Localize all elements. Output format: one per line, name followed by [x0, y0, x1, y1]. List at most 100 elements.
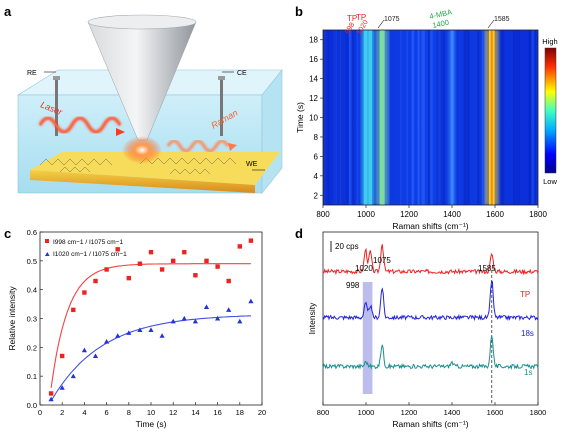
- reference-electrode: [55, 78, 58, 136]
- heatmap-texture: [339, 30, 343, 205]
- x-tick-label: 1400: [443, 210, 461, 219]
- colorbar: [544, 47, 557, 174]
- y-tick-label: 0.3: [27, 315, 37, 324]
- data-point-triangle: [148, 327, 154, 333]
- data-point-triangle: [237, 318, 243, 324]
- heatmap-texture: [440, 30, 443, 205]
- data-point-triangle: [181, 315, 187, 321]
- heatmap-texture: [429, 30, 431, 205]
- heatmap-texture: [477, 30, 480, 205]
- heatmap-texture: [468, 30, 470, 205]
- heatmap-band: [450, 30, 454, 205]
- heatmap-band: [363, 30, 368, 205]
- heatmap-texture: [513, 30, 516, 205]
- y-tick-label: 0.4: [27, 286, 37, 295]
- data-point-square: [137, 261, 143, 266]
- y-tick-label: 14: [309, 75, 318, 84]
- heatmap-texture: [324, 30, 328, 205]
- heatmap-texture: [501, 30, 505, 205]
- panel-d-letter: d: [295, 226, 303, 241]
- panel-a: a RE CE WE Laser: [4, 4, 283, 194]
- panel-a-letter: a: [4, 4, 12, 19]
- y-axis-label: Time (s): [295, 102, 305, 133]
- heatmap-texture: [481, 30, 484, 205]
- heatmap-texture: [417, 30, 420, 205]
- highlight-band: [362, 282, 373, 394]
- data-point-triangle: [215, 315, 221, 321]
- x-tick-label: 1600: [487, 408, 504, 417]
- heatmap-texture: [436, 30, 439, 205]
- heatmap-texture: [340, 30, 342, 205]
- heatmap-texture: [411, 30, 413, 205]
- heatmap-texture: [528, 30, 531, 205]
- data-point-square: [115, 247, 120, 252]
- panel-c-letter: c: [4, 226, 11, 241]
- x-tick-label: 12: [169, 408, 177, 417]
- x-tick-label: 18: [236, 408, 244, 417]
- heatmap-texture: [443, 30, 446, 205]
- x-tick-label: 8: [127, 408, 131, 417]
- data-point-square: [182, 249, 187, 255]
- trace-label-18s: 18s: [521, 329, 534, 338]
- y-tick-label: 16: [309, 55, 318, 64]
- heatmap-texture: [463, 30, 465, 205]
- data-point-square: [215, 264, 220, 269]
- x-tick-label: 14: [191, 408, 199, 417]
- b-annot-tp998: 998: [344, 21, 356, 35]
- heatmap-texture: [419, 30, 422, 205]
- heatmap-texture: [373, 30, 377, 205]
- x-tick-label: 4: [82, 408, 86, 417]
- panel-b: b 800 1000 1200 1400 1600 1800 2 4 6 8 10 12 14 16 18 R…: [295, 4, 558, 231]
- y-axis-label: Relative intensity: [7, 286, 17, 351]
- y-tick-label: 8: [314, 133, 319, 142]
- x-tick-label: 1200: [400, 210, 418, 219]
- heatmap-texture: [388, 30, 390, 205]
- x-axis-label: Time (s): [136, 419, 167, 429]
- data-point-square: [126, 275, 131, 281]
- heatmap-texture: [501, 30, 503, 205]
- re-label: RE: [27, 70, 37, 77]
- heatmap-texture: [464, 30, 466, 205]
- b-annot-tp2: TP: [356, 13, 366, 22]
- data-point-triangle: [203, 304, 210, 309]
- scatter-plot: [48, 238, 254, 402]
- heatmap-texture: [535, 30, 538, 205]
- heatmap-texture: [324, 30, 327, 205]
- y-tick-label: 4: [314, 172, 319, 181]
- y-tick-label: 10: [309, 114, 318, 123]
- y-tick-label: 0.1: [27, 372, 37, 381]
- heatmap-texture: [346, 30, 349, 205]
- data-point-triangle: [226, 307, 232, 312]
- x-tick-label: 6: [105, 408, 109, 417]
- panel-b-letter: b: [295, 4, 303, 19]
- y-tick-label: 0.5: [27, 257, 37, 266]
- data-point-square: [48, 391, 54, 396]
- x-tick-label: 16: [213, 408, 221, 417]
- heatmap-texture: [481, 30, 484, 205]
- heatmap-band: [379, 30, 385, 205]
- heatmap-texture: [467, 30, 470, 205]
- heatmap-area: [323, 30, 538, 205]
- heatmap-texture: [531, 30, 535, 205]
- legend-marker-blue: [45, 252, 50, 256]
- x-tick-label: 2: [60, 408, 64, 417]
- d-peak-1075: 1075: [373, 256, 391, 265]
- data-point-triangle: [92, 353, 99, 358]
- data-point-triangle: [159, 333, 165, 338]
- y-axis-label: Intensity: [307, 302, 317, 334]
- heatmap-texture: [430, 30, 434, 205]
- b-annot-1075: 1075: [384, 16, 400, 23]
- heatmap-texture: [348, 30, 352, 205]
- tip-top: [87, 14, 197, 30]
- colorbar-high: High: [542, 37, 557, 46]
- data-point-square: [226, 278, 231, 284]
- x-tick-label: 20: [258, 408, 266, 417]
- counter-electrode: [220, 78, 223, 136]
- gold-substrate: [30, 170, 255, 193]
- heatmap-texture: [428, 30, 431, 205]
- data-point-square: [248, 238, 254, 243]
- ce-label: CE: [237, 70, 247, 77]
- heatmap-texture: [417, 30, 420, 205]
- heatmap-bands: [324, 30, 538, 205]
